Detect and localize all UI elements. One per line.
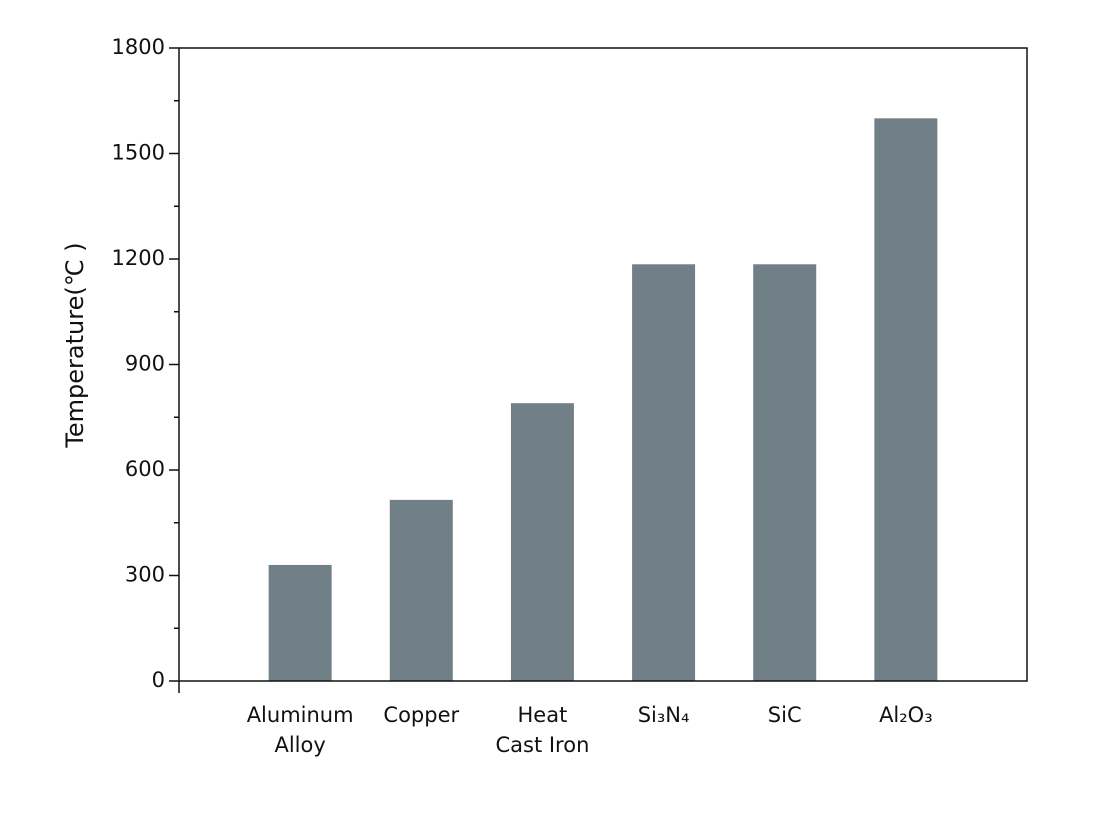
y-tick-label: 1800: [112, 35, 165, 59]
bar: [268, 564, 332, 681]
x-tick-label: SiC: [768, 703, 802, 727]
y-tick-label: 600: [125, 457, 165, 481]
x-tick-label: Heat Cast Iron: [495, 703, 589, 757]
bar: [632, 264, 696, 681]
x-tick-label: Al₂O₃: [879, 703, 933, 727]
y-tick-label: 1500: [112, 141, 165, 165]
y-tick-label: 0: [152, 668, 165, 692]
bar: [874, 118, 938, 682]
x-tick-label: Aluminum Alloy: [247, 703, 354, 757]
x-tick-label: Copper: [383, 703, 459, 727]
y-tick-label: 1200: [112, 246, 165, 270]
x-tick-label: Si₃N₄: [638, 703, 690, 727]
bar: [753, 264, 817, 681]
bar: [389, 499, 453, 681]
bar: [510, 403, 574, 681]
y-tick-label: 900: [125, 352, 165, 376]
y-axis-label: Temperature(℃ ): [61, 242, 89, 448]
y-tick-label: 300: [125, 563, 165, 587]
